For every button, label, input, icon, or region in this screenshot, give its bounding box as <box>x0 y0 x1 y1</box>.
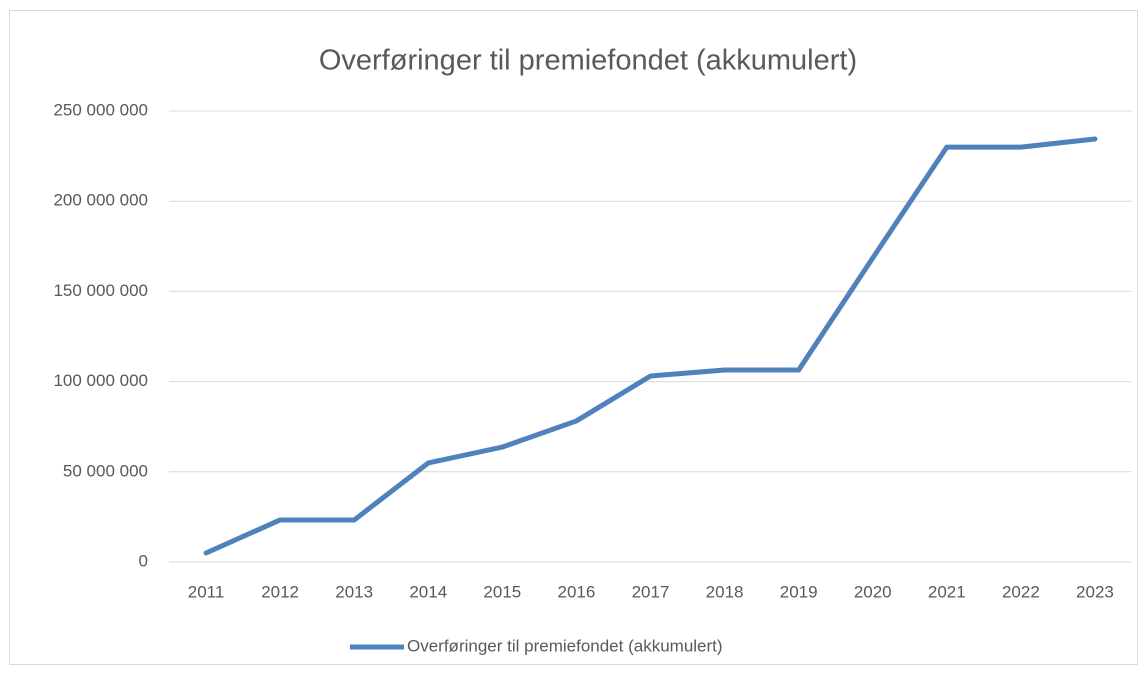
x-tick-label: 2011 <box>188 582 225 601</box>
y-tick-label: 150 000 000 <box>53 281 148 300</box>
y-tick-label: 100 000 000 <box>53 371 148 390</box>
data-line <box>203 136 1098 556</box>
x-tick-label: 2020 <box>854 582 892 601</box>
y-tick-label: 50 000 000 <box>63 461 148 480</box>
x-tick-label: 2023 <box>1076 582 1114 601</box>
y-tick-label: 250 000 000 <box>53 100 148 119</box>
x-tick-label: 2019 <box>780 582 818 601</box>
x-tick-label: 2013 <box>335 582 373 601</box>
x-tick-label: 2022 <box>1002 582 1040 601</box>
x-tick-label: 2015 <box>483 582 521 601</box>
x-tick-label: 2017 <box>632 582 670 601</box>
x-tick-label: 2018 <box>706 582 744 601</box>
chart-frame <box>9 10 1138 665</box>
x-tick-label: 2016 <box>558 582 596 601</box>
y-tick-label: 0 <box>139 551 148 570</box>
x-tick-label: 2014 <box>409 582 447 601</box>
y-tick-label: 200 000 000 <box>53 191 148 210</box>
legend-label: Overføringer til premiefondet (akkumuler… <box>407 636 723 655</box>
x-tick-label: 2012 <box>261 582 299 601</box>
x-tick-label: 2021 <box>928 582 966 601</box>
chart-title: Overføringer til premiefondet (akkumuler… <box>319 45 857 77</box>
